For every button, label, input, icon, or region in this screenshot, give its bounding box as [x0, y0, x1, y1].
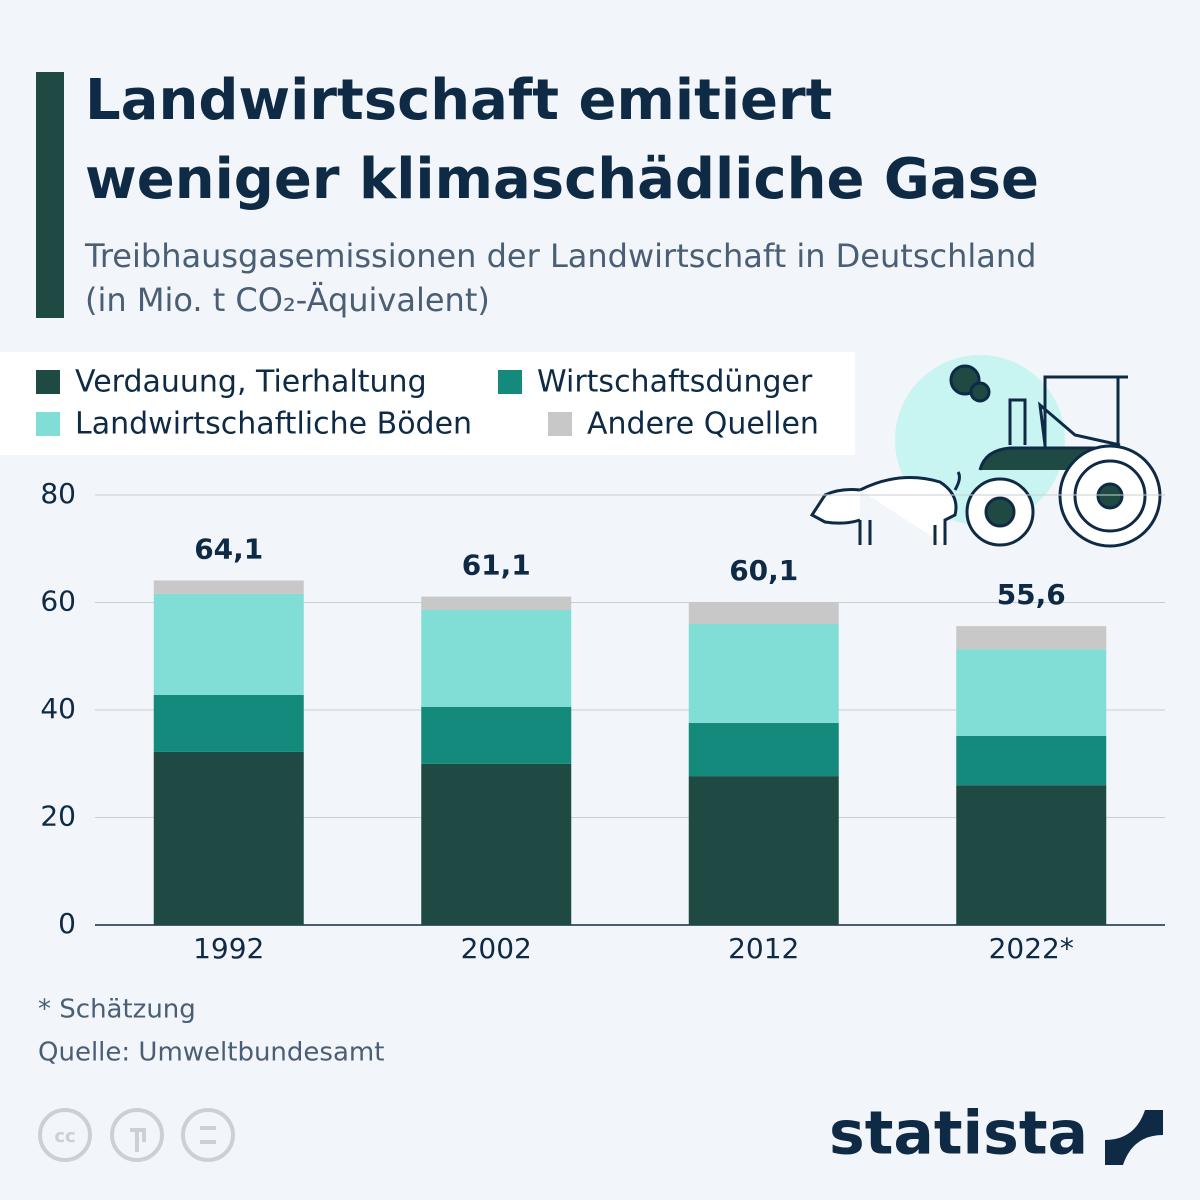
legend-swatch	[36, 370, 60, 394]
illustration	[809, 355, 1162, 548]
bar-segment	[688, 776, 839, 925]
bar-segment	[153, 593, 304, 695]
y-tick-label: 80	[40, 477, 76, 510]
total-label: 60,1	[729, 554, 798, 587]
bar-segment	[421, 763, 572, 925]
legend-swatch	[36, 412, 60, 436]
x-tick-label: 2002	[461, 932, 532, 965]
bar-segment	[688, 601, 839, 624]
footnote: * Schätzung	[38, 995, 196, 1025]
bar-segment	[153, 694, 304, 752]
svg-text:cc: cc	[54, 1126, 75, 1147]
legend-label: Landwirtschaftliche Böden	[75, 407, 472, 442]
chart-subtitle: (in Mio. t CO₂-Äquivalent)	[85, 281, 490, 319]
bar-segment	[153, 580, 304, 594]
y-tick-label: 60	[40, 585, 76, 618]
bar-segment	[421, 596, 572, 611]
legend-label: Andere Quellen	[587, 407, 819, 442]
bar-segment	[956, 785, 1107, 925]
y-tick-label: 40	[40, 692, 76, 725]
title-bar	[36, 72, 64, 318]
bar-segment	[153, 751, 304, 925]
bar-segment	[956, 626, 1107, 650]
brand-icon	[1105, 1110, 1163, 1165]
x-tick-label: 2022*	[989, 932, 1074, 965]
chart-subtitle: Treibhausgasemissionen der Landwirtschaf…	[84, 237, 1036, 275]
bar-segment	[688, 722, 839, 777]
bar-segment	[956, 735, 1107, 786]
license-icons: cc	[38, 1108, 235, 1162]
source: Quelle: Umweltbundesamt	[38, 1038, 384, 1068]
x-tick-label: 2012	[728, 932, 799, 965]
legend-swatch	[548, 412, 572, 436]
total-label: 55,6	[997, 578, 1066, 611]
chart-title: Landwirtschaft emitiert	[85, 68, 832, 133]
chart-title: weniger klimaschädliche Gase	[85, 147, 1039, 212]
total-label: 61,1	[462, 549, 531, 582]
bar-segment	[421, 610, 572, 707]
bar-segment	[421, 706, 572, 764]
bar-segment	[956, 649, 1107, 736]
y-tick-label: 0	[58, 907, 76, 940]
legend-box	[0, 352, 855, 455]
legend-label: Verdauung, Tierhaltung	[75, 365, 427, 400]
y-tick-label: 20	[40, 800, 76, 833]
brand-logo: statista	[829, 1099, 1088, 1169]
bar-segment	[688, 624, 839, 723]
x-tick-label: 1992	[193, 932, 264, 965]
total-label: 64,1	[194, 532, 263, 565]
legend-swatch	[498, 370, 522, 394]
legend-label: Wirtschaftsdünger	[537, 365, 813, 400]
